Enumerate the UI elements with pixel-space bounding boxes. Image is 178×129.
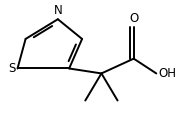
Text: S: S — [9, 62, 16, 75]
Text: O: O — [129, 12, 138, 25]
Text: N: N — [54, 4, 62, 17]
Text: OH: OH — [158, 67, 176, 80]
